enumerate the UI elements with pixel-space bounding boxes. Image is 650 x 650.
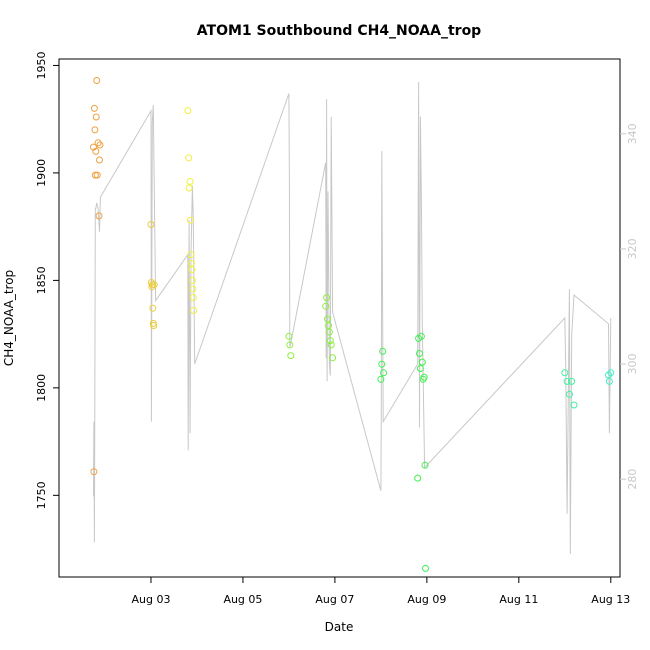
data-point (414, 474, 422, 482)
data-point (329, 354, 337, 362)
data-point (570, 401, 578, 409)
data-point (420, 373, 428, 381)
data-point (322, 302, 330, 310)
data-point (92, 113, 100, 121)
data-point (561, 369, 569, 377)
y2-tick-label: 280 (626, 469, 639, 490)
data-point (190, 307, 198, 314)
data-point (92, 147, 100, 155)
data-point (568, 377, 576, 385)
x-axis: Aug 03 Aug 05 Aug 07 Aug 09 Aug 11 Aug 13 (131, 577, 630, 606)
data-point (91, 126, 99, 134)
y-tick-label: 1800 (35, 374, 48, 402)
data-point (421, 461, 429, 469)
data-point (416, 365, 424, 372)
data-point (186, 178, 194, 185)
data-point (147, 221, 155, 228)
data-point (150, 281, 158, 289)
y-tick-label: 1900 (35, 159, 48, 187)
data-point (188, 276, 196, 284)
data-point (324, 315, 331, 323)
data-point (91, 171, 99, 179)
data-point (326, 337, 334, 345)
data-point (93, 171, 101, 179)
data-point (185, 154, 193, 162)
data-point (379, 347, 387, 355)
data-point (96, 156, 103, 164)
data-point (325, 322, 332, 329)
y-tick-label: 1850 (35, 266, 48, 294)
altitude-trace-layer (93, 81, 612, 555)
x-tick-label: Aug 11 (499, 593, 538, 606)
data-point (93, 77, 101, 84)
data-point (185, 184, 193, 192)
altitude-trace-line (93, 81, 612, 555)
x-axis-label: Date (325, 620, 354, 634)
data-point (380, 369, 388, 377)
data-point (325, 328, 333, 336)
data-point (416, 350, 423, 357)
data-point (148, 281, 156, 289)
x-tick-label: Aug 07 (315, 593, 354, 606)
data-point (417, 332, 425, 340)
data-point (327, 341, 335, 349)
data-point (188, 266, 196, 274)
data-point (187, 251, 195, 259)
plot-frame (58, 58, 621, 578)
y-axis-label: CH4_NOAA_trop (2, 270, 16, 366)
data-point (189, 294, 197, 302)
data-point (377, 375, 385, 383)
data-point (605, 377, 613, 385)
data-point (422, 564, 429, 572)
data-point (149, 304, 157, 312)
data-point (187, 216, 194, 224)
data-point (607, 369, 615, 377)
data-point (287, 352, 295, 360)
data-point (286, 341, 294, 349)
y-tick-label: 1750 (35, 481, 48, 509)
data-point (323, 294, 331, 302)
data-point (418, 358, 426, 366)
y2-tick-label: 320 (626, 238, 639, 259)
chart-title: ATOM1 Southbound CH4_NOAA_trop (197, 23, 481, 39)
data-point (285, 332, 293, 340)
data-point (378, 360, 386, 368)
x-tick-label: Aug 05 (223, 593, 262, 606)
data-point (96, 141, 104, 149)
data-point (90, 468, 98, 476)
data-point (150, 322, 158, 329)
data-point (605, 371, 612, 379)
data-points-layer (90, 77, 615, 572)
x-tick-label: Aug 13 (591, 593, 630, 606)
data-point (95, 212, 103, 220)
y2-tick-label: 340 (626, 123, 639, 144)
x-tick-label: Aug 03 (131, 593, 170, 606)
data-point (563, 377, 571, 385)
data-point (565, 390, 573, 398)
data-point (90, 104, 98, 112)
data-point (94, 139, 102, 147)
y2-tick-label: 300 (626, 354, 639, 375)
data-point (184, 107, 192, 115)
data-point (189, 285, 197, 293)
y-axis-left: 1750 1800 1850 1900 1950 (35, 51, 59, 509)
y-tick-label: 1950 (35, 51, 48, 79)
x-tick-label: Aug 09 (407, 593, 446, 606)
y-axis-right: 280 300 320 340 (620, 123, 639, 490)
